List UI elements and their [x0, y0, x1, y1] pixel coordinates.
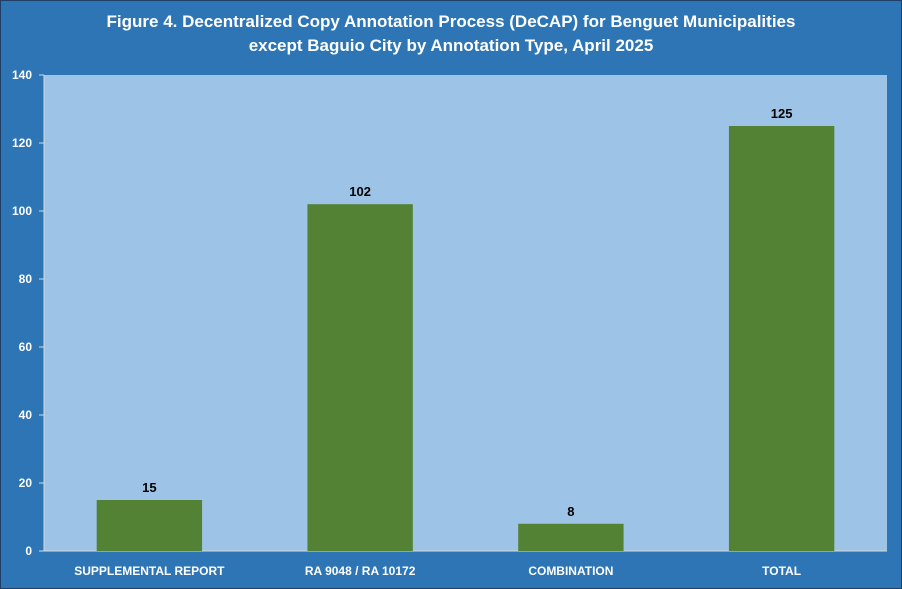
bar — [518, 523, 624, 551]
y-tick-label: 0 — [25, 544, 32, 558]
y-tick-label: 80 — [19, 272, 33, 286]
x-category-label: COMBINATION — [528, 564, 613, 578]
y-tick-label: 20 — [19, 476, 33, 490]
bar — [307, 204, 413, 551]
x-category-label: TOTAL — [762, 564, 801, 578]
y-tick-label: 120 — [12, 136, 32, 150]
bars — [96, 126, 835, 551]
bar — [96, 500, 203, 551]
x-category-label: RA 9048 / RA 10172 — [305, 564, 416, 578]
bar-value-label: 125 — [771, 106, 793, 121]
y-tick-label: 100 — [12, 204, 32, 218]
bar-value-label: 15 — [142, 480, 156, 495]
x-category-label: SUPPLEMENTAL REPORT — [74, 564, 225, 578]
chart-title-line-1: Figure 4. Decentralized Copy Annotation … — [106, 12, 796, 31]
bar-value-label: 102 — [349, 184, 371, 199]
bar-value-label: 8 — [567, 504, 574, 519]
y-axis: 0 20 40 60 80 100 120 140 — [12, 68, 45, 558]
y-tick-label: 60 — [19, 340, 33, 354]
y-tick-label: 40 — [19, 408, 33, 422]
chart-title-line-2: except Baguio City by Annotation Type, A… — [248, 36, 654, 55]
data-labels: 15 102 8 125 — [142, 106, 792, 519]
y-tick-label: 140 — [12, 68, 32, 82]
x-axis: SUPPLEMENTAL REPORT RA 9048 / RA 10172 COM… — [44, 550, 887, 578]
chart-title: Figure 4. Decentralized Copy Annotation … — [1, 10, 901, 58]
bar — [728, 126, 835, 551]
